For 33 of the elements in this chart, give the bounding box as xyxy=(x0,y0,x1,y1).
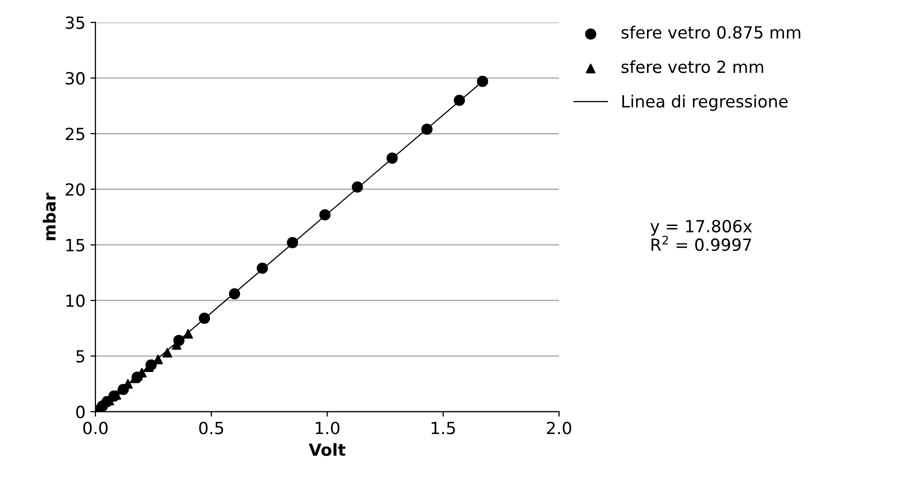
y-tick-label: 5 xyxy=(76,350,84,363)
point xyxy=(319,209,331,220)
legend-label: sfere vetro 2 mm xyxy=(622,60,764,74)
y-tick-label: 10 xyxy=(66,294,85,308)
y-tick-label: 20 xyxy=(66,183,85,196)
point xyxy=(123,379,133,389)
x-axis-title: Volt xyxy=(308,443,346,456)
legend-label: sfere vetro 0.875 mm xyxy=(622,26,800,39)
point xyxy=(421,124,433,135)
point xyxy=(286,237,298,248)
point xyxy=(256,262,268,274)
point xyxy=(454,94,465,106)
y-axis-title: mbar xyxy=(42,192,56,240)
y-tick-label: 25 xyxy=(66,128,84,140)
text: y = 17.806x R$^{2}$ = 0.9997 xyxy=(650,220,752,251)
point xyxy=(352,181,363,193)
point xyxy=(153,354,163,364)
x-tick-label: 1.0 xyxy=(316,422,340,434)
y-tick-label: 0 xyxy=(76,406,85,418)
point xyxy=(228,288,240,300)
point xyxy=(183,329,193,339)
y-tick-label: 35 xyxy=(66,16,84,30)
y-tick-label: 15 xyxy=(66,239,84,252)
point xyxy=(476,76,488,87)
x-tick-label: 0.5 xyxy=(199,422,224,434)
x-tick-label: 0.0 xyxy=(83,422,108,434)
x-tick-label: 1.5 xyxy=(432,422,455,434)
point xyxy=(198,312,210,324)
legend-label: Linea di regressione xyxy=(622,94,788,111)
point xyxy=(386,152,398,164)
x-tick-label: 2.0 xyxy=(547,422,572,434)
point xyxy=(162,348,172,358)
y-tick-label: 30 xyxy=(66,72,85,85)
